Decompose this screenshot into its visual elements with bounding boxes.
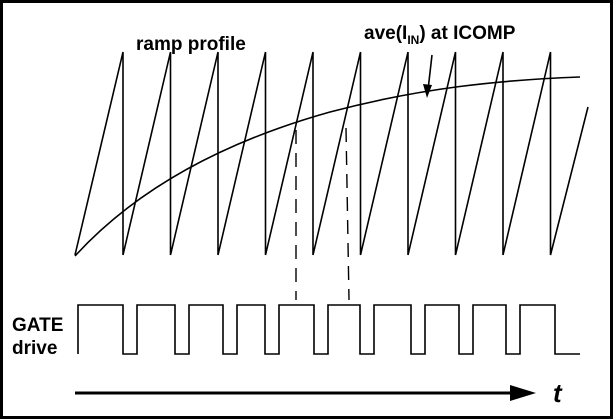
average-input-current-curve bbox=[74, 76, 581, 257]
average-current-label-subscript: IN bbox=[407, 33, 419, 47]
average-current-label: ave(IIN) at ICOMP bbox=[364, 23, 516, 47]
gate-label-line1: GATE bbox=[12, 315, 63, 336]
ramp-profile-label: ramp profile bbox=[136, 34, 246, 55]
time-axis-label: t bbox=[553, 378, 563, 408]
gate-label-line2: drive bbox=[12, 338, 57, 359]
dashed-guide-line-2 bbox=[345, 127, 350, 301]
ramp-sawtooth-waveform bbox=[74, 51, 589, 256]
annotation-pointer-arrowhead bbox=[423, 84, 432, 98]
gate-drive-waveform bbox=[77, 304, 580, 355]
average-current-label-suffix: ) at ICOMP bbox=[419, 23, 515, 44]
annotation-pointer-line bbox=[427, 54, 433, 91]
average-current-label-prefix: ave(I bbox=[364, 23, 407, 44]
time-axis-arrowhead bbox=[510, 385, 536, 401]
